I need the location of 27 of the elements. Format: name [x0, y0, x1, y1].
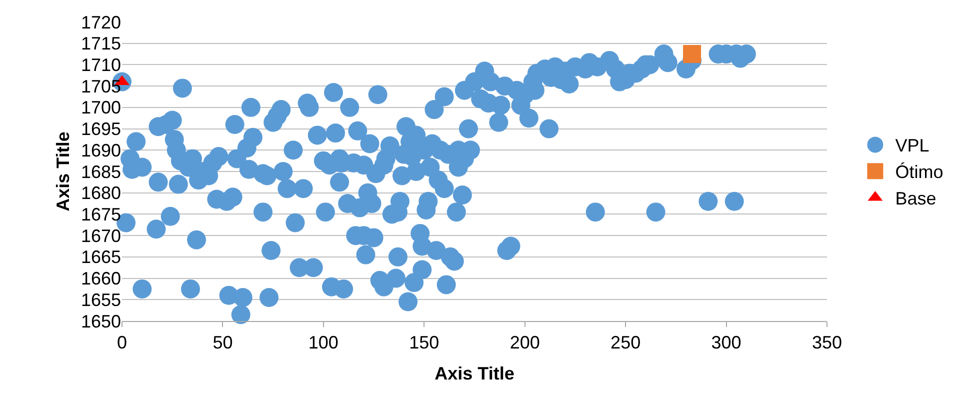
x-tick-label: 150: [409, 332, 440, 353]
legend-label: Base: [895, 188, 936, 209]
x-tick-label: 200: [510, 332, 540, 353]
y-tick-label: 1715: [80, 34, 121, 54]
y-tick-label: 1680: [80, 183, 121, 204]
y-tick-label: 1720: [80, 12, 121, 32]
y-tick-label: 1690: [80, 140, 121, 160]
x-tick-label: 300: [711, 332, 742, 353]
y-tick-label: 1710: [80, 55, 121, 76]
y-tick-label: 1650: [80, 311, 121, 332]
legend-label: Ótimo: [895, 162, 944, 182]
y-tick-label: 1670: [80, 226, 121, 246]
y-tick-label: 1660: [80, 268, 121, 289]
x-tick-label: 50: [212, 332, 233, 353]
x-tick-label: 0: [116, 332, 128, 353]
x-tick-label: 250: [610, 332, 641, 353]
y-tick-label: 1695: [80, 119, 121, 140]
y-tick-label: 1655: [80, 290, 121, 310]
y-tick-label: 1700: [80, 98, 121, 118]
x-axis-title: Axis Title: [434, 364, 514, 384]
x-tick-label: 100: [308, 332, 338, 353]
y-tick-label: 1665: [80, 247, 121, 268]
y-tick-label: 1675: [80, 204, 121, 225]
x-tick-label: 350: [812, 332, 842, 353]
legend-label: VPL: [895, 136, 930, 156]
y-tick-label: 1685: [80, 162, 121, 182]
y-axis-title: Axis Title: [53, 132, 74, 212]
